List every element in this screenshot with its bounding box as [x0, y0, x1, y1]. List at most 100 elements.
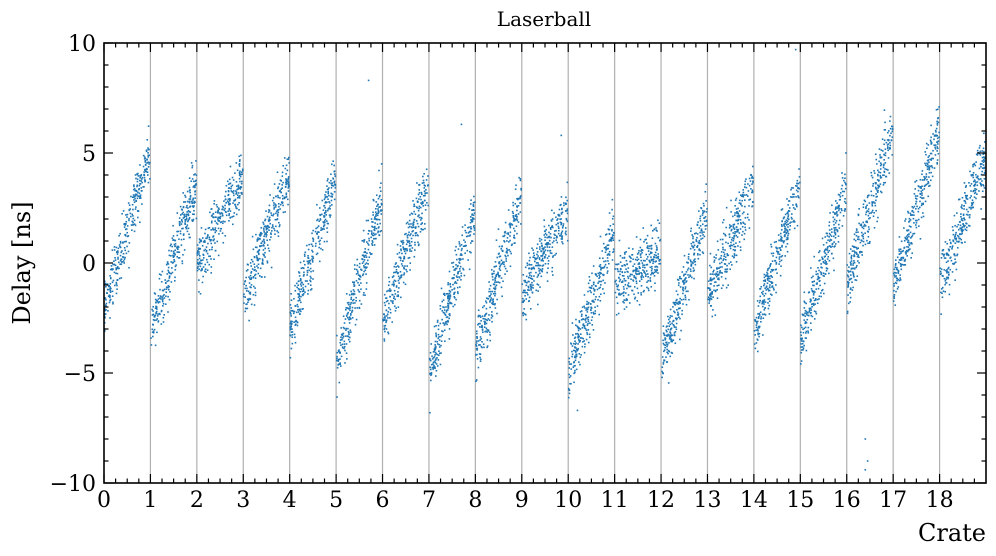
data-point [670, 338, 672, 340]
data-point [888, 172, 891, 174]
data-point [815, 270, 818, 273]
data-point [807, 332, 810, 334]
data-point [354, 323, 357, 326]
data-point [601, 266, 603, 269]
data-point [451, 277, 453, 280]
data-point [208, 236, 211, 239]
data-point [603, 265, 606, 268]
data-point [324, 211, 326, 214]
data-point [392, 302, 394, 305]
data-point [626, 287, 628, 290]
data-point [638, 280, 641, 282]
data-point [109, 289, 112, 292]
data-point [619, 278, 622, 281]
data-point [571, 345, 574, 347]
data-point [278, 225, 281, 228]
data-point [739, 219, 742, 221]
data-point [576, 325, 579, 328]
data-point [162, 305, 164, 307]
data-point [710, 279, 713, 282]
data-point [362, 273, 365, 275]
data-point [750, 174, 752, 177]
data-point [611, 234, 614, 236]
data-point [697, 253, 699, 255]
data-point [326, 188, 329, 191]
data-point [380, 230, 383, 232]
data-point [634, 258, 637, 261]
data-point [285, 193, 288, 196]
data-point [630, 278, 632, 281]
data-point [679, 302, 681, 305]
data-point [596, 288, 599, 291]
data-point [509, 231, 512, 234]
data-point [832, 220, 835, 223]
data-point [692, 267, 695, 269]
data-point [583, 305, 585, 308]
data-point [201, 259, 204, 261]
data-point [655, 254, 657, 257]
data-point [496, 256, 499, 259]
data-point [481, 315, 484, 317]
data-point [821, 266, 823, 269]
data-point [491, 276, 494, 278]
data-point [583, 340, 585, 342]
data-point [562, 224, 564, 227]
data-point [860, 224, 863, 227]
data-point [409, 234, 411, 237]
data-point [246, 263, 249, 266]
data-point [408, 242, 411, 245]
data-point [400, 276, 403, 278]
data-point [430, 343, 432, 345]
data-point [185, 217, 188, 220]
data-point [618, 239, 621, 242]
data-point [494, 287, 497, 290]
data-point [240, 192, 242, 194]
data-point [128, 242, 131, 244]
data-point [345, 329, 347, 331]
data-point [423, 190, 426, 193]
data-point [309, 275, 312, 278]
data-point [216, 206, 219, 208]
data-point [311, 258, 313, 260]
data-point [637, 258, 640, 261]
data-point [491, 311, 493, 313]
data-point [149, 178, 151, 180]
data-point [158, 301, 161, 303]
data-point [556, 219, 558, 221]
data-point [425, 189, 427, 191]
data-point [189, 194, 192, 197]
data-point [517, 204, 520, 207]
data-point [472, 205, 475, 208]
data-point [473, 212, 476, 214]
data-point [658, 259, 661, 261]
data-point [682, 303, 684, 305]
data-point [594, 306, 596, 309]
data-point [755, 329, 757, 332]
data-point [296, 286, 298, 289]
data-point [329, 205, 331, 207]
data-point [778, 253, 781, 256]
data-point [805, 349, 808, 352]
data-point [849, 288, 852, 291]
data-point [598, 295, 601, 298]
data-point [652, 272, 655, 275]
data-point [374, 217, 377, 220]
data-point [768, 313, 771, 315]
data-point [768, 297, 771, 300]
data-point [121, 250, 123, 252]
data-point [829, 212, 831, 214]
data-point [433, 356, 436, 358]
data-point [797, 182, 800, 185]
data-point [734, 205, 736, 207]
data-point [379, 230, 382, 233]
data-point [469, 230, 472, 233]
data-point [243, 293, 245, 295]
data-point [497, 253, 500, 255]
data-point [591, 272, 593, 275]
data-point [136, 180, 139, 183]
data-point [157, 295, 160, 297]
data-point [181, 260, 184, 262]
data-point [834, 245, 836, 247]
data-point [579, 337, 582, 339]
data-point [699, 235, 702, 237]
